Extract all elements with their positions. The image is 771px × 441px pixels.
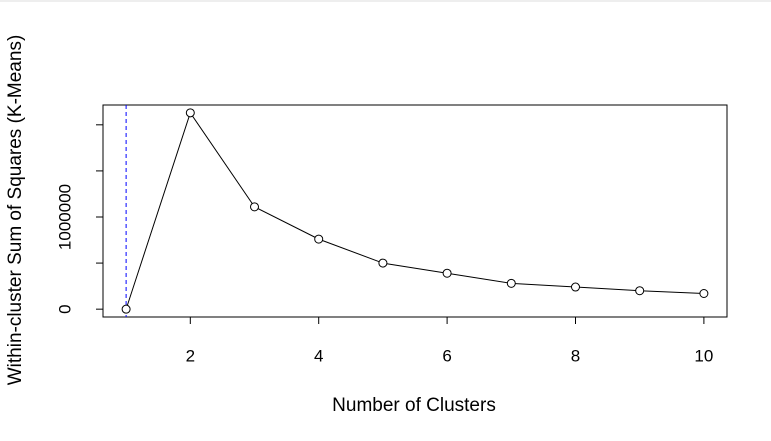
data-point [635, 286, 645, 296]
x-tick-label: 10 [694, 346, 713, 365]
data-point [250, 202, 260, 212]
y-tick-label: 0 [55, 304, 74, 313]
data-point [121, 304, 131, 314]
x-tick-label: 8 [571, 346, 580, 365]
data-point [699, 288, 709, 298]
series-line [125, 111, 704, 310]
y-axis-label: Within-cluster Sum of Squares (K-Means) [5, 35, 26, 386]
x-tick-label: 4 [314, 346, 323, 365]
data-point [570, 282, 580, 292]
data-point [442, 268, 452, 278]
x-axis-label: Number of Clusters [332, 395, 496, 416]
data-point [378, 258, 388, 268]
plot-box [102, 104, 728, 318]
x-tick-label: 6 [442, 346, 451, 365]
data-point [314, 234, 324, 244]
y-tick-label: 1000000 [55, 184, 74, 250]
x-tick-label: 2 [186, 346, 195, 365]
data-point [185, 108, 195, 118]
data-point [506, 278, 516, 288]
